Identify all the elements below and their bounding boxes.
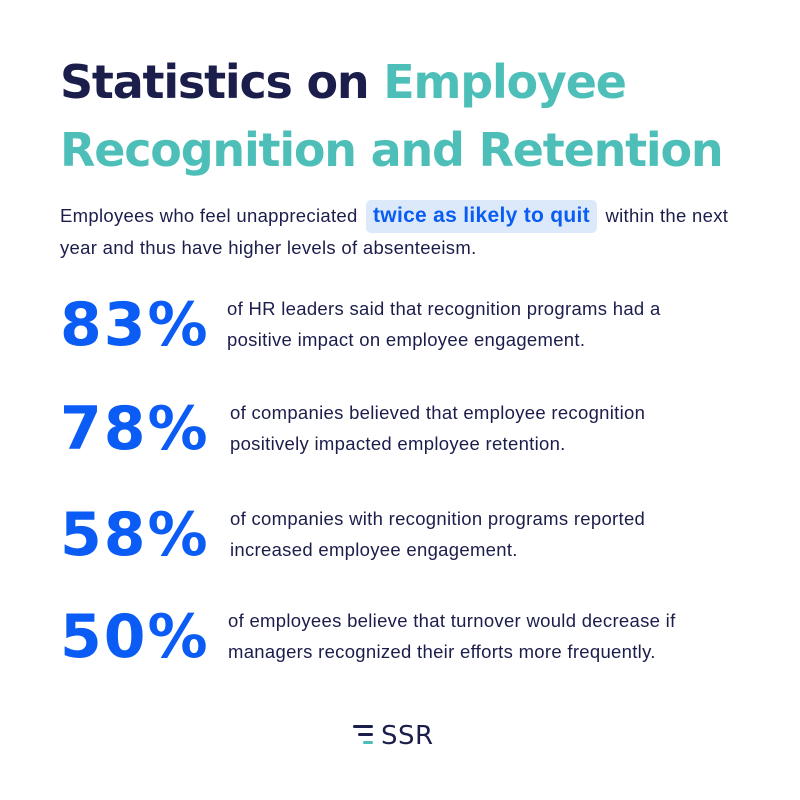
logo-text: SSR — [381, 721, 434, 751]
stat-description: of employees believe that turnover would… — [228, 605, 676, 667]
stat-description-line-2: positively impacted employee retention. — [230, 433, 566, 454]
stat-value: 58% — [60, 500, 210, 570]
stat-value: 83% — [60, 290, 210, 360]
title-part-1: Statistics on — [60, 55, 384, 109]
title-part-2: Employee Recognition and Retention — [60, 55, 724, 177]
ssr-logo-icon — [353, 725, 373, 744]
intro-highlight: twice as likely to quit — [366, 200, 597, 233]
intro-text-after: within the next year and thus have highe… — [60, 205, 729, 258]
stat-description-line-1: of companies with recognition programs r… — [230, 508, 646, 529]
stat-description: of companies with recognition programs r… — [230, 503, 645, 565]
ssr-logo: SSR — [353, 718, 453, 754]
intro-paragraph: Employees who feel unappreciated twice a… — [60, 200, 760, 263]
stat-value: 78% — [60, 394, 210, 464]
stat-description-line-2: increased employee engagement. — [230, 539, 518, 560]
stat-description-line-2: positive impact on employee engagement. — [227, 329, 586, 350]
stat-description-line-2: managers recognized their efforts more f… — [228, 641, 656, 662]
stat-description-line-1: of employees believe that turnover would… — [228, 610, 676, 631]
stat-description-line-1: of companies believed that employee reco… — [230, 402, 646, 423]
stat-description: of companies believed that employee reco… — [230, 397, 645, 459]
stat-description: of HR leaders said that recognition prog… — [227, 293, 661, 355]
page-title: Statistics on Employee Recognition and R… — [60, 48, 760, 184]
intro-text-before: Employees who feel unappreciated — [60, 205, 358, 226]
stat-value: 50% — [60, 602, 210, 672]
stat-description-line-1: of HR leaders said that recognition prog… — [227, 298, 661, 319]
